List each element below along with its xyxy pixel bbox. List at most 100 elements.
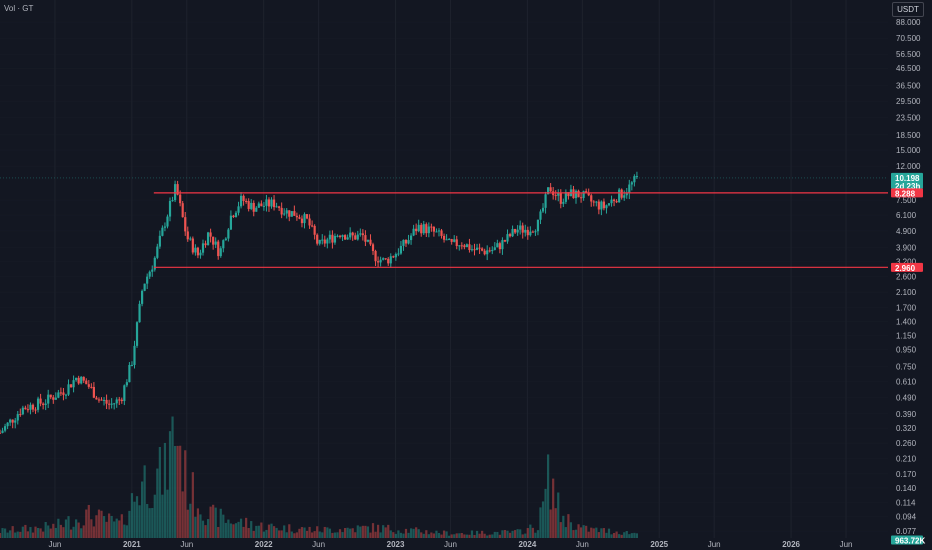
candle — [470, 249, 474, 251]
volume-bar — [602, 528, 606, 538]
volume-bar — [590, 527, 593, 538]
volume-bar — [288, 524, 291, 538]
candle — [115, 399, 118, 404]
candle — [351, 232, 354, 236]
volume-bars — [0, 416, 639, 538]
candle — [336, 235, 339, 237]
candle — [186, 231, 189, 240]
candle — [590, 195, 593, 202]
candle — [11, 419, 14, 423]
currency-button[interactable]: USDT — [892, 2, 924, 17]
volume-bar — [343, 527, 347, 538]
candle — [47, 394, 50, 404]
candle — [369, 239, 372, 245]
volume-bar — [437, 533, 441, 538]
volume-bar — [341, 532, 344, 538]
candle — [562, 201, 565, 204]
candle — [361, 233, 364, 236]
volume-indicator-label[interactable]: Vol · GT — [4, 4, 34, 13]
candle — [493, 247, 496, 250]
volume-bar — [3, 528, 7, 538]
candle — [247, 201, 250, 209]
volume-bar — [331, 532, 334, 538]
volume-bar — [572, 530, 575, 538]
candle — [184, 217, 187, 232]
candle — [481, 248, 484, 251]
volume-bar — [625, 530, 628, 538]
volume-bar — [194, 516, 197, 538]
price-tick-label: 15.000 — [896, 146, 921, 155]
badge-box — [891, 262, 923, 272]
candle — [316, 234, 319, 244]
candle — [463, 245, 466, 248]
candle — [546, 187, 550, 195]
time-tick-label: Jun — [708, 540, 721, 549]
volume-bar — [135, 496, 139, 538]
volume-bar — [448, 535, 451, 538]
volume-bar — [557, 492, 560, 538]
candle — [3, 426, 7, 431]
volume-bar — [483, 533, 486, 538]
volume-bar — [24, 524, 27, 538]
volume-bar — [460, 532, 463, 538]
candle — [519, 225, 522, 230]
candle — [488, 250, 491, 252]
badge-box — [891, 172, 923, 189]
volume-bar — [308, 526, 311, 538]
candle — [524, 229, 527, 233]
volume-bar — [455, 533, 458, 538]
volume-bar — [42, 531, 45, 538]
candle — [69, 384, 73, 388]
volume-bar — [303, 527, 306, 538]
volume-bar — [425, 530, 428, 538]
volume-bar — [214, 507, 217, 538]
candle — [272, 199, 276, 208]
candle — [427, 226, 430, 234]
volume-bar — [300, 527, 304, 538]
volume-bar — [473, 535, 476, 538]
candle — [173, 184, 177, 201]
candle — [239, 195, 243, 207]
price-tick-label: 0.390 — [896, 410, 917, 419]
volume-bar — [503, 529, 507, 538]
candle — [102, 399, 106, 401]
volume-bar — [407, 532, 410, 538]
level-price-badge: 8.288 — [891, 188, 923, 198]
volume-bar — [293, 533, 296, 538]
candle — [412, 228, 415, 236]
volume-bar — [486, 535, 489, 538]
volume-bar — [501, 530, 504, 538]
volume-bar — [77, 522, 80, 538]
candle — [364, 235, 367, 242]
candle — [42, 403, 45, 405]
candle — [295, 215, 298, 218]
volume-bar — [62, 527, 65, 538]
volume-bar — [630, 533, 633, 538]
volume-bar — [521, 534, 524, 538]
candle — [455, 239, 458, 247]
price-tick-label: 70.500 — [896, 34, 921, 43]
candle — [308, 218, 311, 226]
volume-bar — [389, 530, 392, 538]
candle — [610, 199, 613, 204]
candle — [39, 398, 42, 404]
volume-bar — [201, 520, 205, 538]
volume-bar — [9, 530, 12, 538]
volume-bar — [458, 533, 461, 538]
volume-bar — [582, 525, 585, 538]
candle — [473, 249, 476, 251]
volume-bar — [250, 521, 253, 538]
volume-bar — [262, 531, 265, 538]
level-price-badge: 2.960 — [891, 262, 923, 273]
volume-bar — [110, 515, 113, 538]
candle — [257, 203, 260, 208]
candle — [359, 233, 362, 235]
candle — [620, 189, 623, 198]
candle — [179, 194, 182, 204]
volume-bar — [605, 532, 608, 538]
candle — [498, 243, 501, 250]
volume-bar — [11, 526, 14, 538]
volume-bar — [463, 534, 466, 538]
price-tick-label: 23.500 — [896, 114, 921, 123]
